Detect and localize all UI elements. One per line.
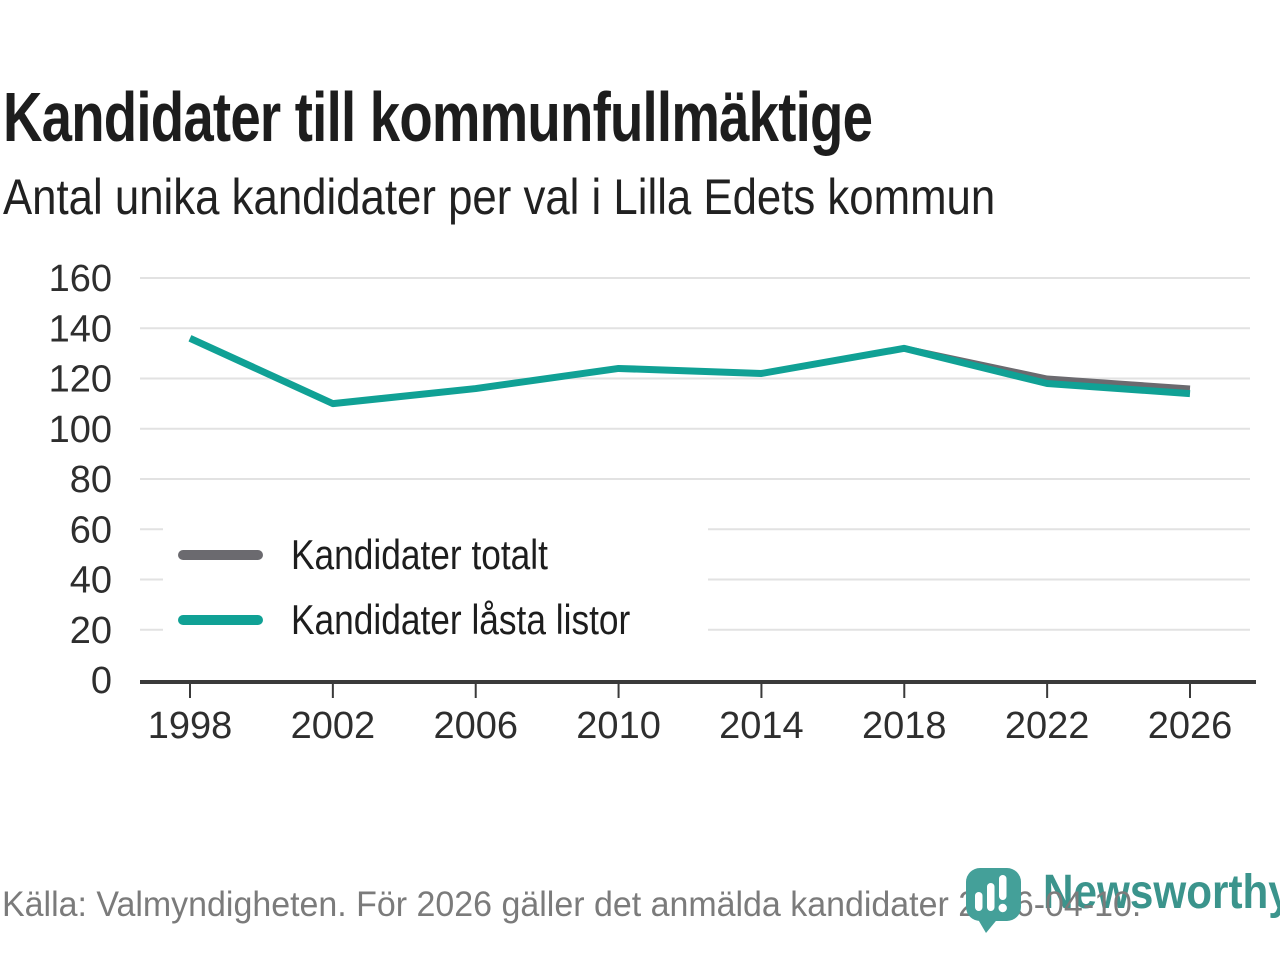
chart-canvas: 0 20 40 60 80 100 120 140 160 1998 2002 2006 2010 20… [49, 258, 1256, 747]
newsworthy-pin-icon [966, 868, 1021, 933]
svg-text:140: 140 [49, 308, 112, 350]
svg-text:2026: 2026 [1148, 705, 1233, 747]
legend-label-totalt: Kandidater totalt [291, 530, 548, 578]
legend-item-totalt: Kandidater totalt [163, 525, 708, 585]
svg-text:40: 40 [70, 560, 112, 602]
svg-text:60: 60 [70, 509, 112, 551]
svg-text:100: 100 [49, 409, 112, 451]
svg-text:2002: 2002 [291, 705, 376, 747]
y-axis-labels: 0 20 40 60 80 100 120 140 160 [49, 258, 112, 702]
svg-text:1998: 1998 [148, 705, 233, 747]
newsworthy-wordmark: Newsworthy [1043, 866, 1280, 919]
svg-text:2006: 2006 [433, 705, 518, 747]
svg-text:2018: 2018 [862, 705, 947, 747]
legend: Kandidater totalt Kandidater låsta listo… [163, 522, 708, 652]
chart-title: Kandidater till kommunfullmäktige [3, 77, 873, 156]
legend-swatch-totalt [178, 549, 263, 560]
line-chart: 0 20 40 60 80 100 120 140 160 1998 2002 2006 2010 20… [0, 250, 1280, 760]
svg-text:2022: 2022 [1005, 705, 1090, 747]
svg-text:160: 160 [49, 258, 112, 300]
x-axis-ticks [189, 684, 1191, 698]
svg-text:20: 20 [70, 610, 112, 652]
legend-item-lasta-listor: Kandidater låsta listor [163, 590, 708, 650]
svg-text:2010: 2010 [576, 705, 661, 747]
series-line-kandidater-lasta-listor [188, 335, 1191, 408]
source-note: Källa: Valmyndigheten. För 2026 gäller d… [2, 885, 1142, 924]
x-axis-labels: 1998 2002 2006 2010 2014 2018 2022 2026 [148, 705, 1233, 747]
svg-text:2014: 2014 [719, 705, 804, 747]
svg-text:0: 0 [91, 660, 112, 702]
chart-subtitle: Antal unika kandidater per val i Lilla E… [3, 169, 996, 225]
legend-swatch-lasta-listor [178, 614, 263, 625]
svg-text:80: 80 [70, 459, 112, 501]
svg-text:120: 120 [49, 359, 112, 401]
legend-label-lasta-listor: Kandidater låsta listor [291, 595, 631, 643]
